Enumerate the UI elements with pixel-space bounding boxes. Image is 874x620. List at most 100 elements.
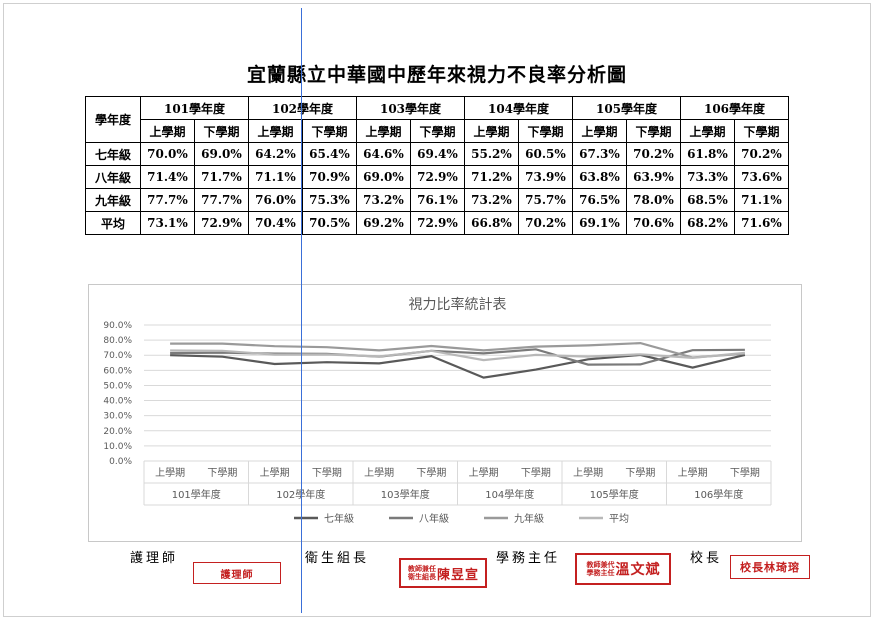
x-year-label: 102學年度 xyxy=(276,488,325,501)
page-frame xyxy=(3,3,871,617)
year-header: 102學年度 xyxy=(248,96,357,120)
table-cell: 69.2% xyxy=(356,211,411,235)
table-row: 九年級 77.7% 77.7% 76.0% 75.3% 73.2% 76.1% 73.2% 75… xyxy=(85,188,789,212)
table-cell: 77.7% xyxy=(140,188,195,212)
table-cell: 73.3% xyxy=(680,165,735,189)
chart-title: 視力比率統計表 xyxy=(409,296,507,313)
x-year-label: 101學年度 xyxy=(172,488,221,501)
blue-guide-line xyxy=(301,8,302,613)
table-cell: 70.4% xyxy=(248,211,303,235)
table-cell: 69.4% xyxy=(410,142,465,166)
x-year-label: 104學年度 xyxy=(485,488,534,501)
row-label: 七年級 xyxy=(85,142,141,166)
table-cell: 67.3% xyxy=(572,142,627,166)
x-term-label: 上學期 xyxy=(678,466,708,479)
y-tick-label: 80.0% xyxy=(103,336,132,346)
table-cell: 70.2% xyxy=(734,142,789,166)
table-cell: 71.1% xyxy=(248,165,303,189)
x-term-label: 上學期 xyxy=(573,466,603,479)
table-cell: 70.2% xyxy=(626,142,681,166)
term-header: 下學期 xyxy=(518,119,573,143)
x-term-label: 下學期 xyxy=(207,466,237,479)
x-term-label: 下學期 xyxy=(312,466,342,479)
table-cell: 72.9% xyxy=(194,211,249,235)
y-tick-label: 30.0% xyxy=(103,412,132,422)
table-row: 八年級 71.4% 71.7% 71.1% 70.9% 69.0% 72.9% 71.2% 73… xyxy=(85,165,789,189)
table-cell: 70.5% xyxy=(302,211,357,235)
x-term-label: 下學期 xyxy=(416,466,446,479)
table-cell: 72.9% xyxy=(410,211,465,235)
table-cell: 78.0% xyxy=(626,188,681,212)
table-cell: 63.9% xyxy=(626,165,681,189)
table-cell: 70.9% xyxy=(302,165,357,189)
y-tick-label: 90.0% xyxy=(103,321,132,331)
table-cell: 75.7% xyxy=(518,188,573,212)
year-header: 105學年度 xyxy=(572,96,681,120)
y-tick-label: 10.0% xyxy=(103,442,132,452)
term-header: 下學期 xyxy=(734,119,789,143)
x-term-label: 下學期 xyxy=(625,466,655,479)
vision-line-chart: 視力比率統計表 0.0% 10.0% 20.0% 30.0% 40.0% 50.0% 60.0… xyxy=(103,296,772,525)
table-cell: 73.2% xyxy=(356,188,411,212)
table-cell: 69.0% xyxy=(356,165,411,189)
table-cell: 71.7% xyxy=(194,165,249,189)
table-cell: 71.6% xyxy=(734,211,789,235)
y-tick-label: 20.0% xyxy=(103,427,132,437)
term-header: 上學期 xyxy=(680,119,735,143)
legend-label: 九年級 xyxy=(514,512,544,525)
health-chief-stamp: 教師兼任衛生組長 陳昱宣 xyxy=(399,558,487,588)
y-tick-label: 70.0% xyxy=(103,351,132,361)
term-header: 下學期 xyxy=(410,119,465,143)
table-cell: 64.2% xyxy=(248,142,303,166)
series-line-3 xyxy=(170,341,745,359)
table-cell: 71.4% xyxy=(140,165,195,189)
year-header: 106學年度 xyxy=(680,96,789,120)
term-header: 上學期 xyxy=(140,119,195,143)
term-header: 上學期 xyxy=(464,119,519,143)
x-term-label: 上學期 xyxy=(155,466,185,479)
term-header: 上學期 xyxy=(356,119,411,143)
term-header: 下學期 xyxy=(302,119,357,143)
term-header: 下學期 xyxy=(626,119,681,143)
series-line-4 xyxy=(170,349,746,362)
year-header-row: 學年度 101學年度 102學年度 103學年度 104學年度 105學年度 106學年度 xyxy=(85,96,789,143)
table-cell: 68.2% xyxy=(680,211,735,235)
x-term-label: 下學期 xyxy=(521,466,551,479)
legend-label: 平均 xyxy=(609,513,629,525)
nurse-stamp: 護理師 xyxy=(193,562,281,584)
series-line-1 xyxy=(170,353,746,379)
table-cell: 73.2% xyxy=(464,188,519,212)
x-term-label: 上學期 xyxy=(260,466,290,479)
legend-label: 八年級 xyxy=(419,512,449,525)
page-title: 宜蘭縣立中華國中歷年來視力不良率分析圖 xyxy=(246,64,627,86)
academic-director-label: 學務主任 xyxy=(496,551,561,566)
term-header: 上學期 xyxy=(248,119,303,143)
table-cell: 73.6% xyxy=(734,165,789,189)
table-cell: 71.2% xyxy=(464,165,519,189)
table-cell: 73.9% xyxy=(518,165,573,189)
table-cell: 76.5% xyxy=(572,188,627,212)
table-cell: 70.6% xyxy=(626,211,681,235)
table-cell: 66.8% xyxy=(464,211,519,235)
y-tick-label: 0.0% xyxy=(109,457,132,467)
year-header: 101學年度 xyxy=(140,96,249,120)
table-cell: 71.1% xyxy=(734,188,789,212)
table-cell: 76.0% xyxy=(248,188,303,212)
table-cell: 70.0% xyxy=(140,142,195,166)
academic-director-stamp: 教師兼代學務主任 溫文斌 xyxy=(575,553,671,585)
x-term-label: 上學期 xyxy=(364,466,394,479)
x-year-label: 106學年度 xyxy=(694,488,743,501)
table-cell: 68.5% xyxy=(680,188,735,212)
x-term-label: 上學期 xyxy=(469,466,499,479)
table-cell: 69.1% xyxy=(572,211,627,235)
principal-label: 校長 xyxy=(690,551,723,566)
term-header: 下學期 xyxy=(194,119,249,143)
principal-stamp: 校長林琦瑢 xyxy=(730,555,810,579)
x-year-label: 105學年度 xyxy=(590,488,639,501)
table-cell: 65.4% xyxy=(302,142,357,166)
corner-header: 學年度 xyxy=(85,96,141,143)
table-cell: 77.7% xyxy=(194,188,249,212)
row-label: 平均 xyxy=(85,211,141,235)
vision-stats-table: 學年度 101學年度 102學年度 103學年度 104學年度 105學年度 106學年度… xyxy=(85,96,789,235)
chart-frame: 視力比率統計表 0.0% 10.0% 20.0% 30.0% 40.0% 50.0% 60.0… xyxy=(88,284,802,542)
